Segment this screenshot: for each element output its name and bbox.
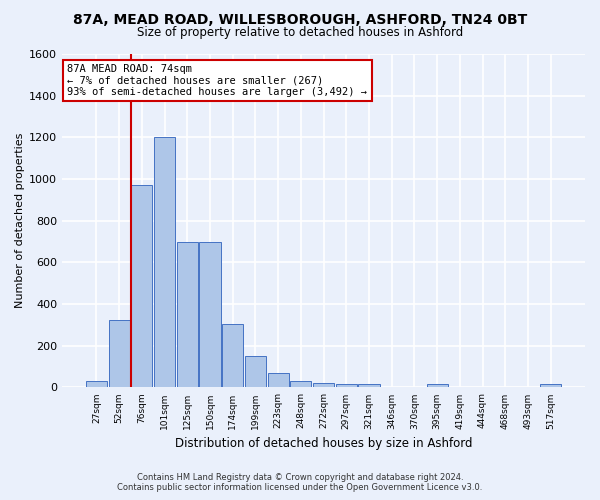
Bar <box>358 384 380 388</box>
Text: 87A, MEAD ROAD, WILLESBOROUGH, ASHFORD, TN24 0BT: 87A, MEAD ROAD, WILLESBOROUGH, ASHFORD, … <box>73 12 527 26</box>
Bar <box>109 320 130 388</box>
Bar <box>336 384 357 388</box>
Text: Contains HM Land Registry data © Crown copyright and database right 2024.
Contai: Contains HM Land Registry data © Crown c… <box>118 473 482 492</box>
Bar <box>177 242 198 388</box>
Bar <box>313 384 334 388</box>
Bar <box>199 242 221 388</box>
Y-axis label: Number of detached properties: Number of detached properties <box>15 133 25 308</box>
Text: Size of property relative to detached houses in Ashford: Size of property relative to detached ho… <box>137 26 463 39</box>
Bar <box>427 384 448 388</box>
Bar <box>86 381 107 388</box>
Bar <box>290 381 311 388</box>
X-axis label: Distribution of detached houses by size in Ashford: Distribution of detached houses by size … <box>175 437 472 450</box>
Bar <box>131 186 152 388</box>
Text: 87A MEAD ROAD: 74sqm
← 7% of detached houses are smaller (267)
93% of semi-detac: 87A MEAD ROAD: 74sqm ← 7% of detached ho… <box>67 64 367 97</box>
Bar <box>268 373 289 388</box>
Bar <box>222 324 243 388</box>
Bar <box>540 384 561 388</box>
Bar <box>154 138 175 388</box>
Bar <box>245 356 266 388</box>
